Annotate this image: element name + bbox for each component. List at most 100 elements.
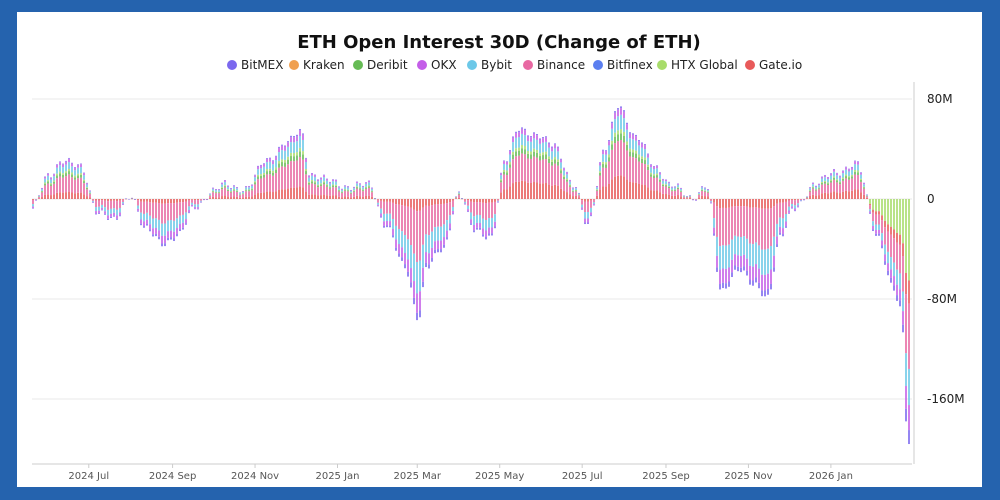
bar-segment [560,168,562,171]
bar-segment [827,193,829,199]
bar-segment [263,163,265,164]
bar-segment [221,184,223,188]
bar-segment [233,196,235,199]
bar-segment [74,167,76,171]
bar-segment [326,184,328,186]
bar-segment [896,232,898,243]
bar-segment [419,210,421,261]
bar-segment [446,237,448,240]
bar-segment [293,142,295,154]
bar-segment [341,192,343,193]
bar-segment [671,195,673,199]
bar-segment [878,199,880,212]
bar-segment [281,144,283,146]
bar-segment [857,161,859,165]
bar-segment [647,157,649,165]
bar-segment [632,133,634,135]
bar-segment [659,192,661,199]
bar-segment [560,173,562,189]
x-tick-label: 2025 Sep [642,471,689,482]
bar-segment [392,218,394,229]
bar-segment [557,151,559,160]
bar-segment [218,190,220,192]
bar-segment [380,208,382,214]
bar-segment [656,165,658,166]
bar-segment [785,226,787,228]
bar-segment [275,191,277,199]
bar-segment [242,197,244,199]
bar-segment [335,181,337,185]
bar-segment [41,191,43,193]
bar-segment [659,178,661,180]
bar-segment [608,141,610,146]
legend-label: Bitfinex [607,58,653,72]
bar-segment [668,186,670,189]
bar-segment [233,190,235,197]
bar-segment [239,194,241,196]
bar-segment [446,199,448,204]
bar-segment [884,227,886,245]
bar-segment [758,268,760,283]
bar-segment [71,174,73,178]
bar-segment [893,229,895,239]
bar-segment [611,140,613,145]
bar-segment [518,150,520,156]
bar-segment [341,188,343,190]
bar-segment [59,173,61,177]
bar-segment [167,199,169,204]
bar-segment [593,199,595,200]
bar-segment [305,168,307,172]
bar-segment [311,173,313,174]
bar-segment [311,194,313,199]
bar-segment [740,237,742,257]
bar-segment [212,196,214,199]
legend-label: Bybit [481,58,512,72]
bar-segment [689,198,691,199]
bar-segment [140,199,142,202]
bar-segment [833,179,835,192]
bar-segment [293,153,295,157]
bar-segment [896,295,898,301]
bar-segment [770,246,772,270]
bar-segment [404,205,406,236]
bar-segment [647,170,649,188]
bar-segment [140,201,142,213]
bar-segment [548,163,550,185]
bar-segment [86,196,88,199]
bar-segment [344,188,346,190]
bar-segment [611,128,613,141]
bar-segment [227,185,229,187]
bar-segment [218,193,220,198]
bar-segment [434,249,436,254]
bar-segment [77,173,79,176]
bar-segment [488,227,490,234]
bar-segment [743,266,745,271]
bar-segment [713,227,715,234]
bar-segment [515,156,517,182]
bar-segment [893,262,895,277]
gridlines [32,98,912,400]
bar-segment [296,134,298,137]
bar-segment [251,188,253,190]
bar-segment [701,189,703,191]
bar-segment [569,185,571,187]
bar-segment [260,175,262,179]
bar-segment [254,182,256,185]
bar-segment [521,153,523,181]
bar-segment [191,204,193,207]
bar-segment [905,408,907,422]
bar-segment [830,173,832,176]
bar-segment [707,196,709,199]
bar-segment [215,197,217,199]
bar-segment [293,187,295,199]
bar-segment [716,206,718,237]
bar-segment [83,183,85,195]
bars [32,106,910,445]
bar-segment [317,195,319,199]
bar-segment [581,200,583,205]
bar-segment [785,221,787,227]
bar-segment [161,203,163,224]
bar-segment [527,141,529,151]
bar-segment [362,190,364,192]
bar-segment [185,223,187,225]
